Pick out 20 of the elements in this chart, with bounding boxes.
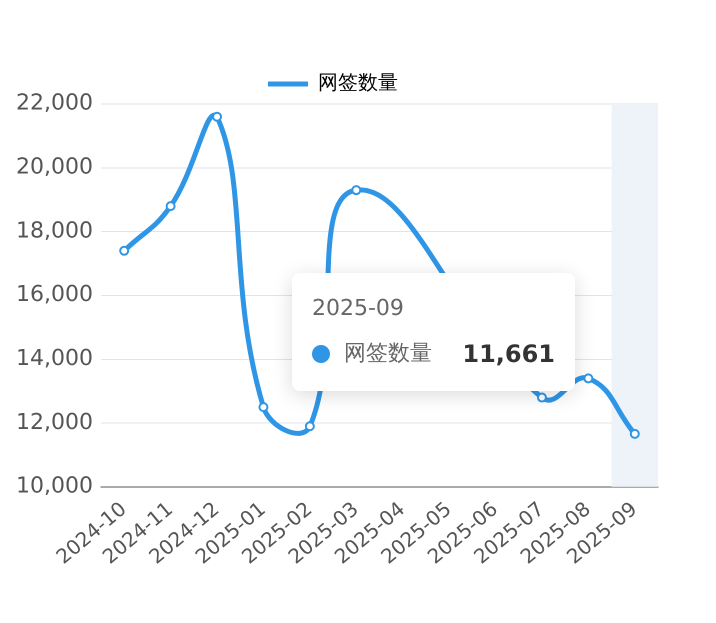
y-tick-label: 16,000 <box>16 282 93 308</box>
y-tick-label: 14,000 <box>16 346 93 371</box>
point <box>583 373 594 384</box>
point <box>304 421 315 432</box>
annotation: 网签数量 <box>344 340 433 368</box>
y-tick-label: 10,000 <box>16 474 93 499</box>
y-tick-label: 22,000 <box>16 90 93 116</box>
point <box>536 392 547 403</box>
annotation: 2025-09 <box>312 295 405 323</box>
point <box>351 185 362 196</box>
point <box>166 201 176 212</box>
y-tick-label: 12,000 <box>16 410 93 435</box>
point <box>212 112 222 122</box>
y-tick-label: 20,000 <box>16 154 93 180</box>
y-tick-label: 18,000 <box>16 218 93 244</box>
legend-label: 网签数量 <box>318 70 398 94</box>
annotation: 11,661 <box>462 339 555 369</box>
point <box>258 402 268 412</box>
point <box>119 246 130 256</box>
point <box>630 428 640 439</box>
